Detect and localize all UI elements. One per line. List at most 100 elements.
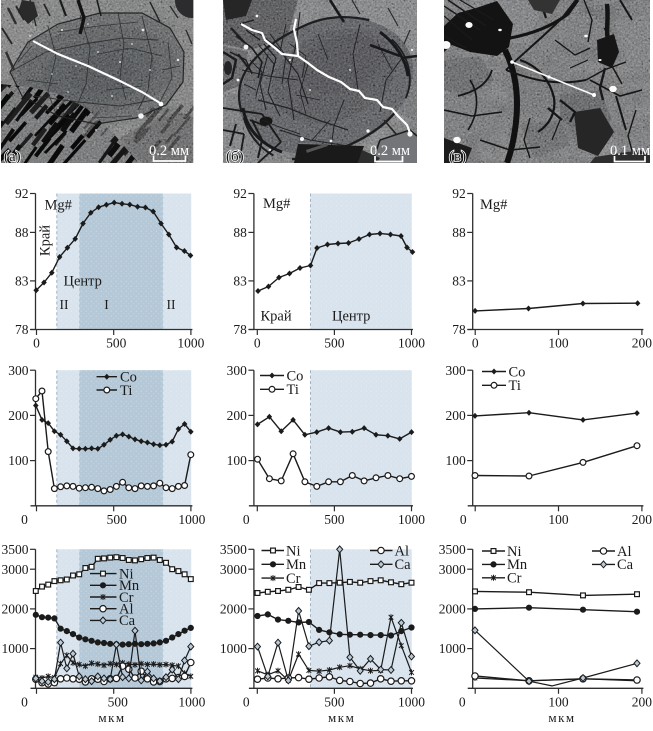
svg-text:500: 500 [106,336,127,351]
svg-text:0: 0 [254,336,261,351]
svg-text:2000: 2000 [439,602,466,617]
svg-text:Mg#: Mg# [480,197,507,213]
svg-text:Mn: Mn [119,578,140,594]
svg-text:100: 100 [8,453,29,468]
svg-text:100: 100 [548,694,569,709]
svg-text:1000: 1000 [398,336,425,351]
svg-text:Ca: Ca [617,557,634,573]
svg-text:500: 500 [324,512,345,527]
svg-text:78: 78 [15,322,29,337]
svg-text:3500: 3500 [220,542,247,557]
svg-text:Mn: Mn [507,557,528,573]
svg-text:Центр: Центр [64,274,102,290]
svg-text:Cr: Cr [507,571,522,587]
svg-text:92: 92 [452,186,466,201]
svg-text:1000: 1000 [178,694,205,709]
svg-text:1000: 1000 [220,641,247,656]
svg-text:200: 200 [632,336,653,351]
svg-text:3500: 3500 [439,542,466,557]
svg-text:300: 300 [8,363,29,378]
svg-text:300: 300 [445,363,466,378]
svg-text:Cr: Cr [286,571,301,587]
svg-text:200: 200 [445,408,466,423]
svg-text:0.2 мм: 0.2 мм [370,143,410,159]
svg-text:0: 0 [21,512,28,527]
svg-text:0: 0 [21,694,28,709]
svg-text:88: 88 [15,225,29,240]
svg-text:II: II [60,297,69,312]
svg-text:88: 88 [452,225,466,240]
svg-text:мкм: мкм [548,710,575,725]
svg-text:100: 100 [548,512,569,527]
svg-text:мкм: мкм [328,710,355,725]
svg-text:Ni: Ni [119,566,134,582]
svg-text:Cr: Cr [119,590,134,606]
svg-text:83: 83 [15,274,29,289]
svg-text:100: 100 [445,453,466,468]
svg-text:Mg#: Mg# [45,198,72,214]
svg-text:100: 100 [548,336,569,351]
svg-text:Al: Al [119,602,134,618]
svg-text:Край: Край [38,225,54,256]
svg-text:100: 100 [227,453,248,468]
svg-text:0.1 мм: 0.1 мм [610,143,650,159]
svg-text:Co: Co [120,370,137,386]
svg-text:92: 92 [233,186,247,201]
svg-text:Ti: Ti [287,382,299,398]
svg-text:3500: 3500 [2,542,29,557]
svg-text:Ti: Ti [509,378,521,394]
svg-text:Co: Co [509,364,526,380]
svg-text:92: 92 [15,186,29,201]
svg-text:88: 88 [233,225,247,240]
svg-text:300: 300 [227,363,248,378]
svg-text:I: I [104,297,109,312]
svg-text:0.2 мм: 0.2 мм [149,143,189,159]
svg-text:Al: Al [617,544,632,560]
svg-text:0: 0 [243,512,250,527]
svg-text:3000: 3000 [439,562,466,577]
svg-text:Центр: Центр [332,309,370,325]
svg-text:(б): (б) [226,149,244,165]
svg-text:200: 200 [632,512,653,527]
svg-text:мкм: мкм [98,710,125,725]
svg-text:Ni: Ni [507,544,522,560]
svg-text:200: 200 [632,694,653,709]
svg-text:83: 83 [233,274,247,289]
svg-text:0: 0 [472,336,479,351]
svg-text:2000: 2000 [220,602,247,617]
svg-text:0: 0 [460,512,467,527]
svg-text:500: 500 [324,336,345,351]
svg-text:Mn: Mn [286,557,307,573]
svg-text:78: 78 [233,322,247,337]
svg-text:1000: 1000 [177,336,204,351]
svg-text:500: 500 [324,694,345,709]
svg-text:3000: 3000 [2,562,29,577]
svg-text:(а): (а) [4,149,21,165]
svg-text:500: 500 [107,512,128,527]
svg-text:1000: 1000 [398,512,425,527]
svg-text:Mg#: Mg# [263,196,290,212]
svg-text:Al: Al [395,543,410,559]
svg-text:83: 83 [452,274,466,289]
svg-text:0: 0 [459,694,466,709]
svg-text:2000: 2000 [2,602,29,617]
svg-text:(в): (в) [449,149,466,165]
svg-text:Ni: Ni [286,543,301,559]
svg-text:500: 500 [108,694,129,709]
svg-text:1000: 1000 [178,512,205,527]
svg-text:78: 78 [452,322,466,337]
svg-text:II: II [167,297,176,312]
svg-text:Co: Co [287,368,304,384]
svg-text:1000: 1000 [398,694,425,709]
svg-text:0: 0 [243,694,250,709]
svg-text:1000: 1000 [439,641,466,656]
svg-text:200: 200 [227,408,248,423]
svg-text:1000: 1000 [2,641,29,656]
svg-text:Ca: Ca [119,613,136,629]
svg-text:Ti: Ti [120,383,132,399]
svg-text:0: 0 [33,336,40,351]
svg-text:3000: 3000 [220,562,247,577]
svg-text:Ca: Ca [395,557,412,573]
svg-text:Край: Край [261,309,292,325]
svg-text:200: 200 [8,408,29,423]
